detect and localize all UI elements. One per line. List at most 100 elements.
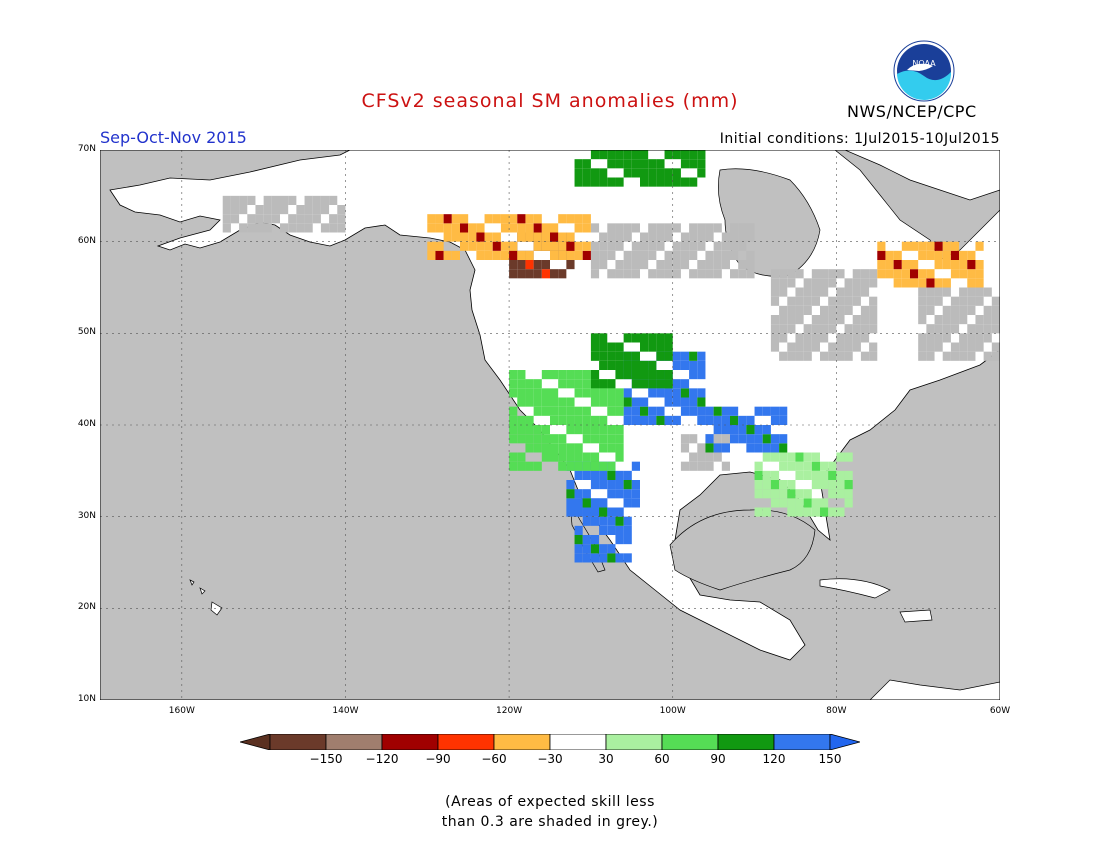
grey-cell [836,287,845,297]
anomaly-cell [468,223,477,233]
anomaly-cell [509,214,518,224]
colorbar-swatch [269,734,327,750]
anomaly-cell [599,470,608,480]
season-label: Sep-Oct-Nov 2015 [100,128,247,147]
hispaniola [899,609,933,623]
anomaly-cell [623,489,632,499]
anomaly-cell [566,443,575,453]
skill-note-line1: (Areas of expected skill less [445,794,655,810]
anomaly-cell [730,415,739,425]
anomaly-cell [427,241,436,251]
grey-cell [680,232,690,242]
anomaly-cell [607,544,616,554]
anomaly-cell [623,553,632,563]
anomaly-cell [615,507,624,517]
anomaly-cell [517,397,526,407]
anomaly-cell [590,150,600,160]
grey-cell [836,333,845,343]
anomaly-cell [533,425,542,435]
grey-cell [820,278,829,288]
anomaly-cell [443,223,452,233]
anomaly-cell [566,507,575,517]
anomaly-cell [582,507,591,517]
anomaly-cell [762,489,771,499]
anomaly-cell [844,452,853,462]
anomaly-cell [566,480,575,490]
anomaly-cell [795,507,804,517]
anomaly-cell [631,498,640,508]
grey-cell [312,205,321,215]
anomaly-cell [541,397,550,407]
anomaly-cell [582,425,591,435]
anomaly-cell [590,480,600,490]
anomaly-cell [550,406,559,416]
grey-cell [983,315,992,325]
colorbar-swatch [493,734,551,750]
anomaly-cell [664,177,673,187]
grey-cell [934,333,943,343]
anomaly-cell [697,415,706,425]
anomaly-cell [762,443,771,453]
anomaly-cell [566,214,575,224]
grey-cell [288,223,297,233]
grey-cell [828,324,837,334]
grey-cell [828,278,837,288]
anomaly-cell [950,241,960,251]
anomaly-cell [451,223,460,233]
anomaly-cell [828,489,837,499]
anomaly-cell [533,379,542,389]
grey-cell [844,278,853,288]
anomaly-cell [746,434,755,444]
anomaly-cell [648,342,657,352]
anomaly-cell [762,425,771,435]
anomaly-cell [623,470,632,480]
anomaly-cell [942,250,951,260]
grey-cell [337,214,346,224]
anomaly-cell [607,342,616,352]
grey-cell [631,269,640,279]
anomaly-cell [623,415,632,425]
anomaly-cell [558,379,567,389]
anomaly-cell [754,470,763,480]
anomaly-cell [443,232,452,242]
grey-cell [623,269,632,279]
anomaly-cell [451,250,460,260]
anomaly-cell [550,370,559,380]
anomaly-cell [713,406,722,416]
grey-cell [607,232,616,242]
anomaly-cell [770,489,780,499]
grey-cell [320,223,330,233]
anomaly-cell [435,223,444,233]
anomaly-cell [590,452,600,462]
anomaly-cell [517,452,526,462]
hawaii [189,579,223,616]
anomaly-cell [640,397,649,407]
grey-cell [991,351,1000,361]
anomaly-cell [590,507,600,517]
anomaly-cell [689,397,698,407]
colorbar-label: 60 [654,752,670,766]
anomaly-cell [607,516,616,526]
grey-cell [918,333,927,343]
grey-cell [247,223,256,233]
grey-cell [852,315,861,325]
anomaly-cell [468,232,477,242]
grey-cell [844,351,853,361]
anomaly-cell [664,397,673,407]
grey-cell [615,223,624,233]
anomaly-cell [541,370,550,380]
anomaly-cell [975,241,984,251]
anomaly-cell [541,452,550,462]
anomaly-cell [901,241,910,251]
anomaly-cell [558,250,567,260]
anomaly-cell [713,443,722,453]
grey-cell [959,351,968,361]
grey-cell [623,250,632,260]
grey-cell [787,278,796,288]
anomaly-cell [754,480,763,490]
anomaly-cell [893,250,902,260]
grey-cell [721,250,730,260]
grey-cell [713,269,722,279]
grey-cell [656,269,665,279]
anomaly-cell [664,415,673,425]
